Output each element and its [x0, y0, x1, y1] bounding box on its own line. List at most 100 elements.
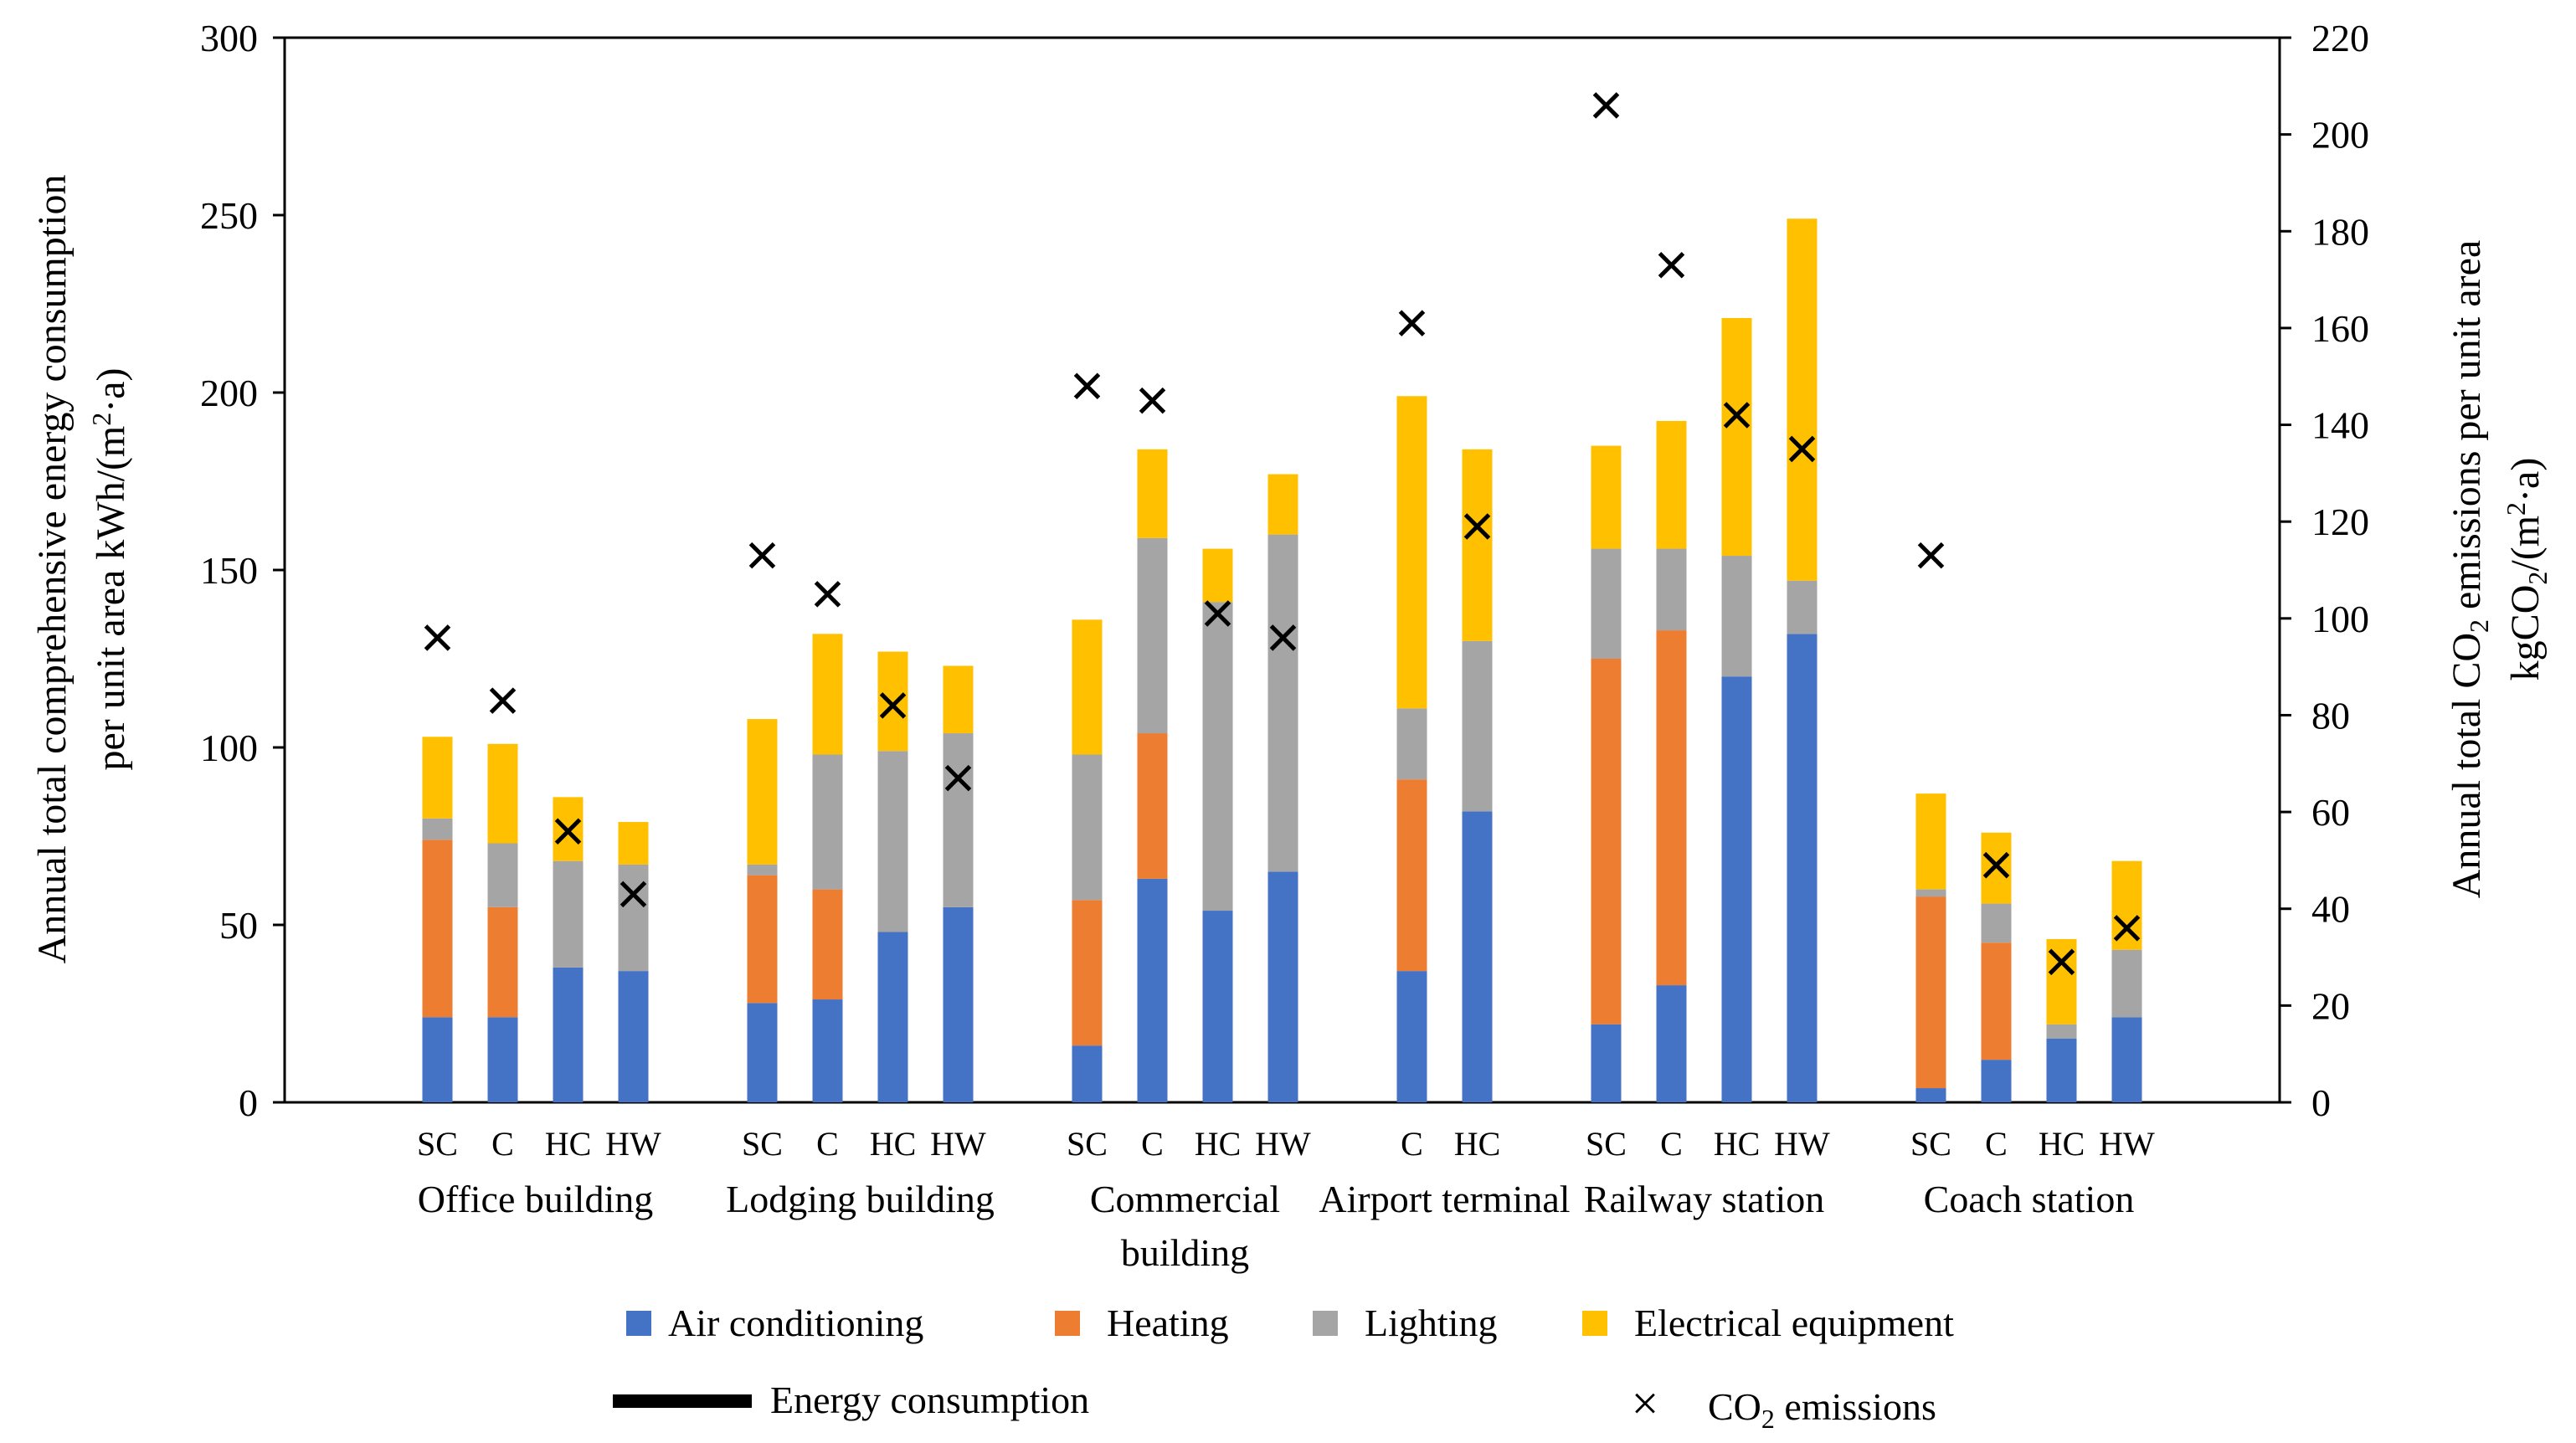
bar-category-label: HC	[1714, 1125, 1761, 1163]
bar-segment-lighting	[1721, 556, 1752, 677]
co2-marker	[2048, 948, 2075, 976]
right-tick-label: 0	[2311, 1081, 2331, 1124]
bar-segment-electrical-equipment	[1137, 449, 1168, 538]
bar-series	[422, 218, 2142, 1102]
left-tick-label: 150	[200, 549, 258, 592]
co2-marker	[748, 542, 776, 569]
bar-segment-lighting	[1396, 708, 1427, 780]
bar-segment-air-conditioning	[1591, 1024, 1622, 1102]
right-tick-label: 100	[2311, 598, 2369, 640]
bar-category-label: C	[1985, 1125, 2008, 1163]
right-tick-label: 180	[2311, 210, 2369, 253]
bar-category-label: HW	[930, 1125, 986, 1163]
bar-segment-heating	[747, 875, 778, 1004]
bar-segment-air-conditioning	[877, 932, 908, 1102]
bar-segment-lighting	[1202, 602, 1233, 912]
legend-label-air-conditioning: Air conditioning	[668, 1302, 923, 1344]
bar-segment-air-conditioning	[1396, 971, 1427, 1102]
bar-segment-lighting	[2111, 949, 2142, 1018]
legend: Air conditioning Heating Lighting Electr…	[613, 1302, 1954, 1434]
group-label: Airport terminal	[1319, 1178, 1570, 1220]
bar-segment-heating	[1915, 896, 1946, 1089]
bar-category-label: HW	[1255, 1125, 1311, 1163]
co2-marker	[620, 881, 647, 908]
co2-marker	[944, 764, 972, 792]
bar-segment-electrical-equipment	[1396, 396, 1427, 709]
left-axis-ticks: 0 50 100 150 200 250 300	[200, 17, 285, 1124]
bar-category-label: HW	[2099, 1125, 2155, 1163]
left-tick-label: 50	[219, 904, 258, 947]
group-label: Lodging building	[726, 1178, 995, 1220]
bar-category-label: HC	[2039, 1125, 2085, 1163]
bar-segment-air-conditioning	[1721, 676, 1752, 1102]
bar-category-label: SC	[742, 1125, 783, 1163]
bar-segment-lighting	[877, 751, 908, 932]
co2-marker	[1463, 513, 1491, 540]
category-labels: SC C HC HW Office building SC C HC HW Lodging bui…	[417, 1125, 2155, 1274]
co2-markers	[424, 92, 2141, 976]
bar-segment-heating	[1591, 659, 1622, 1024]
left-tick-label: 100	[200, 727, 258, 769]
bar-segment-electrical-equipment	[1202, 548, 1233, 603]
legend-label-co2-emissions: CO2 emissions	[1708, 1385, 1936, 1434]
legend-label-heating: Heating	[1107, 1302, 1229, 1344]
co2-marker	[1917, 542, 1945, 569]
bar-segment-air-conditioning	[553, 967, 584, 1102]
bar-segment-electrical-equipment	[1915, 793, 1946, 890]
bar-segment-heating	[1396, 779, 1427, 972]
bar-category-label: SC	[1586, 1125, 1627, 1163]
bar-category-label: C	[816, 1125, 839, 1163]
bar-category-label: SC	[417, 1125, 458, 1163]
bar-segment-lighting	[1137, 537, 1168, 734]
legend-swatch-energy-consumption	[613, 1394, 752, 1408]
bar-category-label: HC	[870, 1125, 917, 1163]
group-label: Railway station	[1584, 1178, 1824, 1220]
bar-segment-air-conditioning	[1787, 634, 1818, 1102]
bar-segment-lighting	[747, 864, 778, 876]
bar-segment-lighting	[553, 860, 584, 968]
bar-segment-electrical-equipment	[1591, 445, 1622, 549]
bar-segment-electrical-equipment	[618, 822, 649, 865]
bar-segment-electrical-equipment	[877, 651, 908, 752]
legend-swatch-lighting	[1313, 1311, 1338, 1336]
bar-category-label: HC	[1195, 1125, 1242, 1163]
bar-segment-electrical-equipment	[1072, 619, 1103, 755]
bar-segment-air-conditioning	[487, 1017, 518, 1102]
bar-category-label: SC	[1910, 1125, 1951, 1163]
co2-marker	[879, 692, 907, 719]
right-tick-label: 40	[2311, 888, 2350, 931]
right-tick-label: 60	[2311, 791, 2350, 834]
bar-segment-air-conditioning	[1915, 1088, 1946, 1102]
bar-segment-electrical-equipment	[1721, 317, 1752, 557]
bar-segment-air-conditioning	[747, 1003, 778, 1102]
group-label: Commercial	[1090, 1178, 1280, 1220]
bar-segment-air-conditioning	[1072, 1045, 1103, 1102]
right-tick-label: 120	[2311, 501, 2369, 543]
right-tick-label: 80	[2311, 694, 2350, 737]
bar-segment-air-conditioning	[1267, 871, 1298, 1102]
bar-segment-heating	[1981, 942, 2012, 1060]
bar-segment-electrical-equipment	[812, 634, 843, 755]
bar-segment-electrical-equipment	[487, 743, 518, 844]
bar-segment-air-conditioning	[812, 999, 843, 1102]
legend-co2-marker-icon: ×	[1632, 1376, 1659, 1430]
left-tick-label: 0	[239, 1081, 258, 1124]
bar-segment-lighting	[2046, 1024, 2077, 1039]
bar-category-label: C	[1660, 1125, 1683, 1163]
legend-item-energy-consumption: Energy consumption	[613, 1379, 1089, 1421]
bar-segment-air-conditioning	[618, 971, 649, 1102]
bar-segment-air-conditioning	[1202, 911, 1233, 1102]
right-axis-ticks: 0 20 40 60 80 100 120 140 160 180 200 220	[2280, 17, 2369, 1124]
bar-segment-air-conditioning	[2046, 1038, 2077, 1102]
bar-category-label: C	[1401, 1125, 1423, 1163]
co2-marker	[1982, 851, 2010, 879]
bar-segment-air-conditioning	[1137, 878, 1168, 1102]
right-tick-label: 140	[2311, 404, 2369, 447]
bar-segment-lighting	[1072, 754, 1103, 901]
bar-segment-heating	[422, 840, 453, 1018]
bar-category-label: HW	[605, 1125, 661, 1163]
bar-segment-air-conditioning	[1656, 985, 1687, 1102]
bar-category-label: HC	[545, 1125, 592, 1163]
bar-segment-heating	[1656, 630, 1687, 986]
